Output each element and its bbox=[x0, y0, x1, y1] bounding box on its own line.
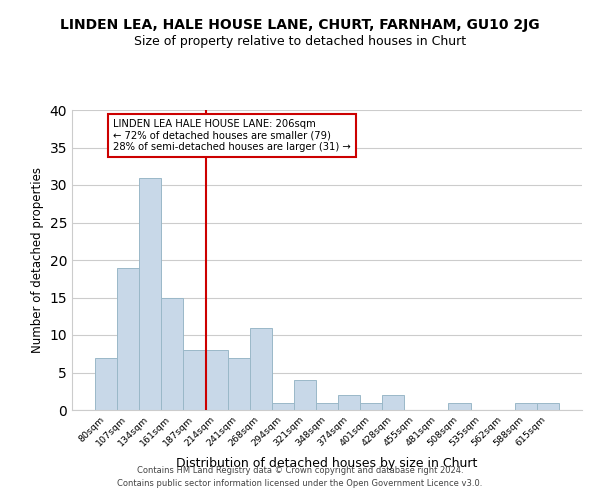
Bar bbox=[184, 350, 206, 410]
Bar bbox=[272, 402, 294, 410]
Bar bbox=[537, 402, 559, 410]
Bar bbox=[294, 380, 316, 410]
Bar bbox=[161, 298, 184, 410]
Text: Contains HM Land Registry data © Crown copyright and database right 2024.
Contai: Contains HM Land Registry data © Crown c… bbox=[118, 466, 482, 487]
Bar bbox=[338, 395, 360, 410]
Bar bbox=[139, 178, 161, 410]
Bar bbox=[515, 402, 537, 410]
Y-axis label: Number of detached properties: Number of detached properties bbox=[31, 167, 44, 353]
Text: LINDEN LEA, HALE HOUSE LANE, CHURT, FARNHAM, GU10 2JG: LINDEN LEA, HALE HOUSE LANE, CHURT, FARN… bbox=[60, 18, 540, 32]
X-axis label: Distribution of detached houses by size in Churt: Distribution of detached houses by size … bbox=[176, 456, 478, 469]
Bar bbox=[250, 328, 272, 410]
Bar bbox=[117, 268, 139, 410]
Bar bbox=[382, 395, 404, 410]
Bar bbox=[448, 402, 470, 410]
Bar bbox=[95, 358, 117, 410]
Text: Size of property relative to detached houses in Churt: Size of property relative to detached ho… bbox=[134, 35, 466, 48]
Bar bbox=[360, 402, 382, 410]
Bar bbox=[227, 358, 250, 410]
Bar bbox=[206, 350, 227, 410]
Bar bbox=[316, 402, 338, 410]
Text: LINDEN LEA HALE HOUSE LANE: 206sqm
← 72% of detached houses are smaller (79)
28%: LINDEN LEA HALE HOUSE LANE: 206sqm ← 72%… bbox=[113, 119, 350, 152]
